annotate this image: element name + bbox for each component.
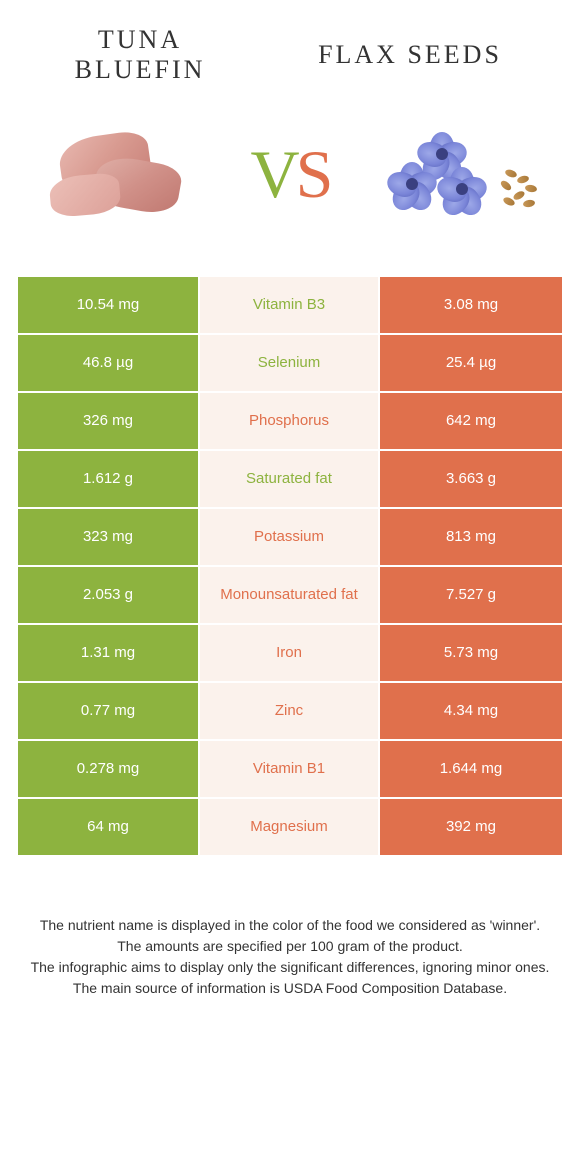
cell-left-value: 46.8 µg (18, 335, 198, 391)
footer-line-4: The main source of information is USDA F… (30, 978, 550, 999)
cell-nutrient-label: Magnesium (198, 799, 378, 855)
cell-nutrient-label: Selenium (198, 335, 378, 391)
cell-left-value: 64 mg (18, 799, 198, 855)
table-row: 0.278 mgVitamin B11.644 mg (18, 739, 562, 797)
cell-nutrient-label: Potassium (198, 509, 378, 565)
header: Tuna Bluefin Flax seeds (0, 0, 580, 95)
cell-right-value: 642 mg (378, 393, 562, 449)
cell-right-value: 25.4 µg (378, 335, 562, 391)
footer-line-3: The infographic aims to display only the… (30, 957, 550, 978)
cell-left-value: 0.278 mg (18, 741, 198, 797)
images-row: VS (0, 95, 580, 265)
cell-left-value: 323 mg (18, 509, 198, 565)
cell-right-value: 1.644 mg (378, 741, 562, 797)
cell-right-value: 7.527 g (378, 567, 562, 623)
cell-left-value: 1.612 g (18, 451, 198, 507)
nutrient-table: 10.54 mgVitamin B33.08 mg46.8 µgSelenium… (18, 275, 562, 855)
footer-line-2: The amounts are specified per 100 gram o… (30, 936, 550, 957)
cell-nutrient-label: Iron (198, 625, 378, 681)
cell-right-value: 4.34 mg (378, 683, 562, 739)
table-row: 64 mgMagnesium392 mg (18, 797, 562, 855)
cell-left-value: 1.31 mg (18, 625, 198, 681)
vs-v: V (251, 135, 296, 214)
table-row: 1.31 mgIron5.73 mg (18, 623, 562, 681)
table-row: 2.053 gMonounsaturated fat7.527 g (18, 565, 562, 623)
cell-nutrient-label: Monounsaturated fat (198, 567, 378, 623)
cell-left-value: 10.54 mg (18, 277, 198, 333)
table-row: 10.54 mgVitamin B33.08 mg (18, 275, 562, 333)
cell-nutrient-label: Zinc (198, 683, 378, 739)
tuna-image (30, 115, 210, 235)
cell-left-value: 2.053 g (18, 567, 198, 623)
table-row: 0.77 mgZinc4.34 mg (18, 681, 562, 739)
cell-left-value: 326 mg (18, 393, 198, 449)
food-title-right: Flax seeds (280, 40, 540, 70)
table-row: 1.612 gSaturated fat3.663 g (18, 449, 562, 507)
footer-line-1: The nutrient name is displayed in the co… (30, 915, 550, 936)
cell-left-value: 0.77 mg (18, 683, 198, 739)
cell-nutrient-label: Saturated fat (198, 451, 378, 507)
cell-right-value: 5.73 mg (378, 625, 562, 681)
cell-nutrient-label: Phosphorus (198, 393, 378, 449)
food-title-left: Tuna Bluefin (40, 25, 240, 85)
cell-right-value: 3.08 mg (378, 277, 562, 333)
cell-nutrient-label: Vitamin B1 (198, 741, 378, 797)
vs-s: S (296, 135, 330, 214)
table-row: 326 mgPhosphorus642 mg (18, 391, 562, 449)
flax-image (370, 115, 550, 235)
cell-nutrient-label: Vitamin B3 (198, 277, 378, 333)
table-row: 323 mgPotassium813 mg (18, 507, 562, 565)
table-row: 46.8 µgSelenium25.4 µg (18, 333, 562, 391)
footer: The nutrient name is displayed in the co… (0, 915, 580, 999)
cell-right-value: 392 mg (378, 799, 562, 855)
cell-right-value: 813 mg (378, 509, 562, 565)
cell-right-value: 3.663 g (378, 451, 562, 507)
vs-label: VS (251, 135, 330, 214)
